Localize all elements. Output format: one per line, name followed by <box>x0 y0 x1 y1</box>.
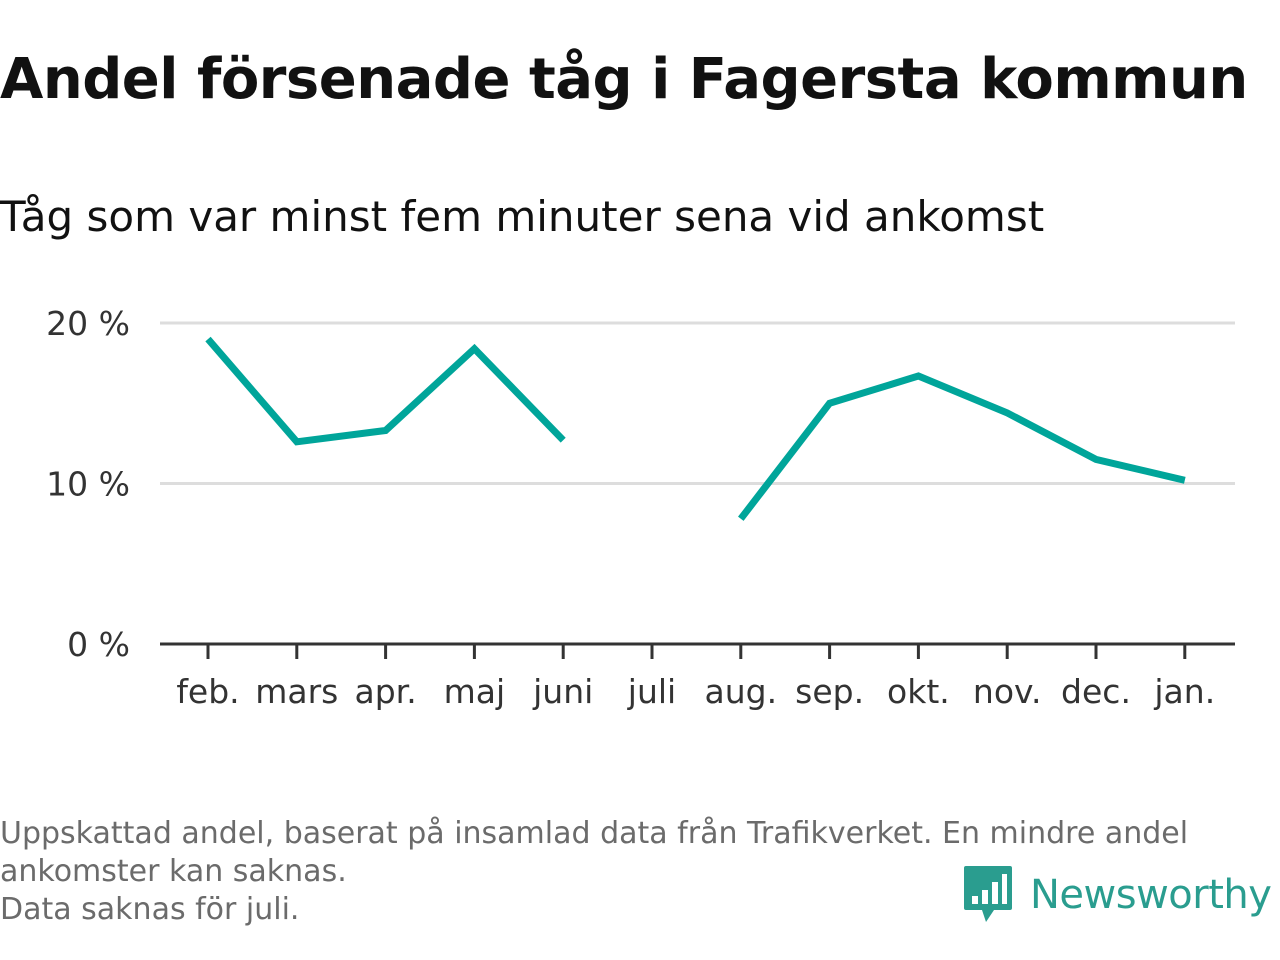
x-axis <box>160 642 1235 659</box>
y-axis-labels: 0 % 10 % 20 % <box>46 304 130 664</box>
x-tick-label: nov. <box>973 672 1042 711</box>
newsworthy-logo: Newsworthy <box>962 862 1272 928</box>
grid-lines <box>160 321 1235 485</box>
series-line-segment-1 <box>205 336 566 446</box>
x-tick-label: maj <box>444 672 506 711</box>
x-axis-labels: feb. mars apr. maj juni juli aug. sep. okt. nov. d… <box>176 672 1215 711</box>
series-lines <box>205 336 1186 521</box>
x-tick-label: juli <box>627 672 676 711</box>
footer-line-2: ankomster kan saknas. <box>0 854 347 889</box>
x-tick-label: juni <box>532 672 593 711</box>
x-tick-label: jan. <box>1153 672 1215 711</box>
series-line-segment-2 <box>738 372 1186 521</box>
footer-note: Uppskattad andel, baserat på insamlad da… <box>0 815 1270 929</box>
x-tick-label: feb. <box>176 672 239 711</box>
footer-line-1: Uppskattad andel, baserat på insamlad da… <box>0 816 1189 851</box>
x-tick-label: okt. <box>887 672 950 711</box>
y-tick-label: 0 % <box>67 625 130 664</box>
x-tick-label: apr. <box>354 672 416 711</box>
y-tick-label: 10 % <box>46 465 130 504</box>
logo-text: Newsworthy <box>1030 872 1272 918</box>
footer-line-3: Data saknas för juli. <box>0 892 300 927</box>
x-tick-label: sep. <box>795 672 864 711</box>
bar-chart-speech-bubble-icon <box>964 866 1012 922</box>
x-tick-label: dec. <box>1061 672 1131 711</box>
x-tick-label: mars <box>255 672 338 711</box>
chart-subtitle: Tåg som var minst fem minuter sena vid a… <box>0 192 1045 241</box>
y-tick-label: 20 % <box>46 304 130 343</box>
chart-title: Andel försenade tåg i Fagersta kommun <box>0 47 1248 112</box>
x-tick-label: aug. <box>705 672 778 711</box>
